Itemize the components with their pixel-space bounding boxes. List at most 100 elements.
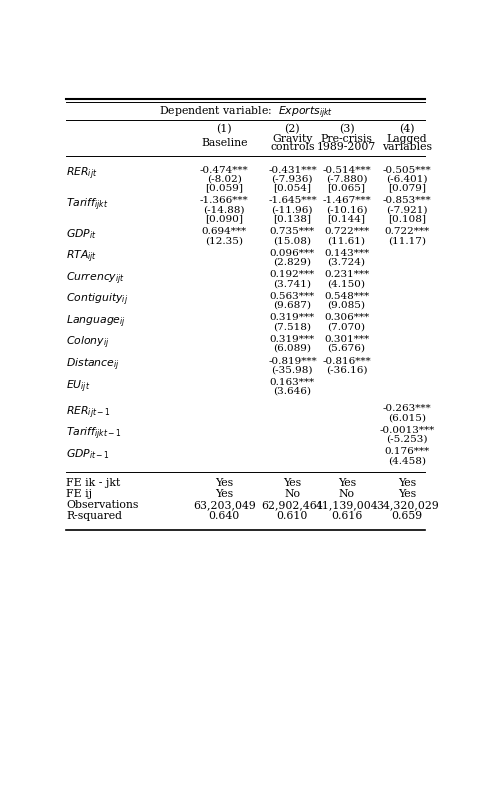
Text: 0.319***: 0.319*** bbox=[270, 314, 315, 322]
Text: (-11.96): (-11.96) bbox=[272, 205, 313, 214]
Text: $\mathit{Colony}_{ij}$: $\mathit{Colony}_{ij}$ bbox=[66, 335, 110, 351]
Text: (9.085): (9.085) bbox=[328, 301, 365, 310]
Text: 63,203,049: 63,203,049 bbox=[193, 500, 256, 510]
Text: (2): (2) bbox=[285, 124, 300, 135]
Text: controls: controls bbox=[270, 142, 315, 152]
Text: (-8.02): (-8.02) bbox=[207, 174, 241, 183]
Text: $\mathit{Tariff}_{ijkt−1}$: $\mathit{Tariff}_{ijkt−1}$ bbox=[66, 426, 122, 443]
Text: $\mathit{RER}_{ijt−1}$: $\mathit{RER}_{ijt−1}$ bbox=[66, 404, 111, 421]
Text: 0.659: 0.659 bbox=[391, 511, 422, 521]
Text: (1): (1) bbox=[217, 124, 232, 135]
Text: 0.176***: 0.176*** bbox=[385, 447, 430, 456]
Text: $\mathit{EU}_{ijt}$: $\mathit{EU}_{ijt}$ bbox=[66, 378, 91, 395]
Text: 0.192***: 0.192*** bbox=[270, 271, 315, 279]
Text: [0.054]: [0.054] bbox=[274, 183, 311, 193]
Text: $\mathit{Language}_{ij}$: $\mathit{Language}_{ij}$ bbox=[66, 314, 126, 330]
Text: $\mathit{GDP}_{it}$: $\mathit{GDP}_{it}$ bbox=[66, 227, 97, 241]
Text: [0.138]: [0.138] bbox=[274, 214, 311, 223]
Text: (15.08): (15.08) bbox=[274, 236, 311, 245]
Text: (-6.401): (-6.401) bbox=[387, 174, 428, 183]
Text: $\mathit{Distance}_{ij}$: $\mathit{Distance}_{ij}$ bbox=[66, 357, 120, 373]
Text: Yes: Yes bbox=[215, 478, 233, 488]
Text: Yes: Yes bbox=[283, 478, 301, 488]
Text: (-5.253): (-5.253) bbox=[387, 435, 428, 443]
Text: 62,902,461: 62,902,461 bbox=[261, 500, 324, 510]
Text: 0.231***: 0.231*** bbox=[324, 271, 369, 279]
Text: -1.467***: -1.467*** bbox=[322, 197, 371, 205]
Text: R-squared: R-squared bbox=[66, 511, 122, 521]
Text: 41,139,004: 41,139,004 bbox=[315, 500, 378, 510]
Text: $\mathit{Contiguity}_{ij}$: $\mathit{Contiguity}_{ij}$ bbox=[66, 292, 128, 308]
Text: 0.319***: 0.319*** bbox=[270, 335, 315, 344]
Text: Baseline: Baseline bbox=[201, 139, 248, 148]
Text: 0.735***: 0.735*** bbox=[270, 227, 315, 236]
Text: (7.518): (7.518) bbox=[274, 322, 311, 331]
Text: 0.548***: 0.548*** bbox=[324, 292, 369, 301]
Text: (3.724): (3.724) bbox=[328, 258, 365, 267]
Text: (-14.88): (-14.88) bbox=[204, 205, 245, 214]
Text: [0.090]: [0.090] bbox=[205, 214, 243, 223]
Text: -1.366***: -1.366*** bbox=[200, 197, 249, 205]
Text: -0.474***: -0.474*** bbox=[200, 166, 249, 174]
Text: (3.646): (3.646) bbox=[274, 387, 311, 396]
Text: (4): (4) bbox=[399, 124, 415, 135]
Text: Dependent variable:  $\mathit{Exports}_{ijkt}$: Dependent variable: $\mathit{Exports}_{i… bbox=[159, 104, 333, 121]
Text: $\mathit{RER}_{ijt}$: $\mathit{RER}_{ijt}$ bbox=[66, 166, 98, 182]
Text: -0.816***: -0.816*** bbox=[322, 357, 371, 365]
Text: $\mathit{GDP}_{it−1}$: $\mathit{GDP}_{it−1}$ bbox=[66, 447, 110, 461]
Text: (3): (3) bbox=[339, 124, 354, 135]
Text: (-10.16): (-10.16) bbox=[326, 205, 367, 214]
Text: Lagged: Lagged bbox=[387, 135, 427, 144]
Text: variables: variables bbox=[382, 142, 432, 152]
Text: (5.676): (5.676) bbox=[328, 344, 365, 353]
Text: (-35.98): (-35.98) bbox=[272, 365, 313, 374]
Text: (6.015): (6.015) bbox=[388, 413, 426, 422]
Text: [0.065]: [0.065] bbox=[328, 183, 365, 193]
Text: -0.819***: -0.819*** bbox=[268, 357, 317, 365]
Text: 34,320,029: 34,320,029 bbox=[376, 500, 438, 510]
Text: (3.741): (3.741) bbox=[274, 279, 311, 288]
Text: No: No bbox=[339, 489, 354, 499]
Text: $\mathit{Currency}_{ijt}$: $\mathit{Currency}_{ijt}$ bbox=[66, 271, 125, 287]
Text: $\mathit{Tariff}_{ijkt}$: $\mathit{Tariff}_{ijkt}$ bbox=[66, 197, 108, 213]
Text: Gravity: Gravity bbox=[272, 135, 313, 144]
Text: Pre-crisis: Pre-crisis bbox=[320, 135, 373, 144]
Text: 0.563***: 0.563*** bbox=[270, 292, 315, 301]
Text: FE ik - jkt: FE ik - jkt bbox=[66, 478, 120, 488]
Text: Yes: Yes bbox=[338, 478, 356, 488]
Text: FE ij: FE ij bbox=[66, 489, 92, 499]
Text: [0.059]: [0.059] bbox=[205, 183, 243, 193]
Text: Yes: Yes bbox=[398, 489, 416, 499]
Text: (-7.921): (-7.921) bbox=[387, 205, 428, 214]
Text: 1989-2007: 1989-2007 bbox=[317, 142, 376, 152]
Text: Yes: Yes bbox=[398, 478, 416, 488]
Text: 0.610: 0.610 bbox=[277, 511, 308, 521]
Text: [0.144]: [0.144] bbox=[328, 214, 365, 223]
Text: -0.505***: -0.505*** bbox=[383, 166, 432, 174]
Text: -0.853***: -0.853*** bbox=[383, 197, 432, 205]
Text: 0.694***: 0.694*** bbox=[202, 227, 247, 236]
Text: -0.514***: -0.514*** bbox=[322, 166, 371, 174]
Text: (-7.880): (-7.880) bbox=[326, 174, 367, 183]
Text: -0.431***: -0.431*** bbox=[268, 166, 317, 174]
Text: (11.17): (11.17) bbox=[388, 236, 426, 245]
Text: (12.35): (12.35) bbox=[205, 236, 243, 245]
Text: (-7.936): (-7.936) bbox=[272, 174, 313, 183]
Text: 0.722***: 0.722*** bbox=[385, 227, 430, 236]
Text: 0.306***: 0.306*** bbox=[324, 314, 369, 322]
Text: $\mathit{RTA}_{ijt}$: $\mathit{RTA}_{ijt}$ bbox=[66, 248, 97, 265]
Text: -1.645***: -1.645*** bbox=[268, 197, 317, 205]
Text: No: No bbox=[285, 489, 300, 499]
Text: 0.143***: 0.143*** bbox=[324, 248, 369, 258]
Text: 0.640: 0.640 bbox=[208, 511, 240, 521]
Text: Observations: Observations bbox=[66, 500, 138, 510]
Text: (2.829): (2.829) bbox=[274, 258, 311, 267]
Text: [0.108]: [0.108] bbox=[388, 214, 426, 223]
Text: (4.458): (4.458) bbox=[388, 456, 426, 466]
Text: (7.070): (7.070) bbox=[328, 322, 365, 331]
Text: (4.150): (4.150) bbox=[328, 279, 365, 288]
Text: 0.722***: 0.722*** bbox=[324, 227, 369, 236]
Text: 0.301***: 0.301*** bbox=[324, 335, 369, 344]
Text: (6.089): (6.089) bbox=[274, 344, 311, 353]
Text: [0.079]: [0.079] bbox=[388, 183, 426, 193]
